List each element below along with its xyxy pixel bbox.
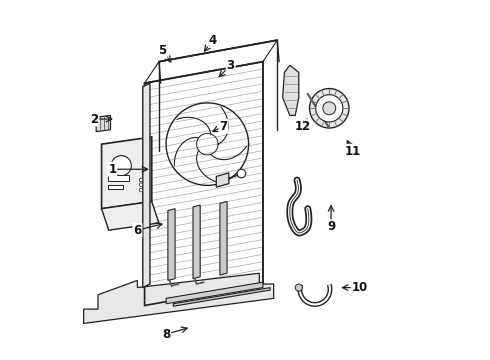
Text: 6: 6 (133, 224, 142, 237)
Text: 12: 12 (294, 120, 311, 133)
Circle shape (310, 89, 349, 128)
Polygon shape (166, 282, 263, 304)
Circle shape (237, 169, 245, 178)
Circle shape (316, 95, 343, 122)
Circle shape (111, 156, 131, 176)
Polygon shape (193, 205, 200, 279)
Text: 9: 9 (327, 220, 335, 233)
Text: 5: 5 (158, 44, 167, 57)
Text: 10: 10 (352, 281, 368, 294)
Text: 3: 3 (226, 59, 235, 72)
Polygon shape (145, 62, 263, 306)
Polygon shape (101, 202, 159, 230)
Text: 1: 1 (108, 163, 117, 176)
Text: 7: 7 (220, 120, 227, 133)
Polygon shape (216, 173, 229, 187)
Polygon shape (168, 209, 175, 280)
Circle shape (139, 188, 143, 192)
Polygon shape (173, 288, 270, 306)
Polygon shape (220, 202, 227, 275)
Polygon shape (96, 116, 111, 132)
Text: 8: 8 (162, 328, 170, 341)
Circle shape (139, 178, 143, 182)
Circle shape (323, 102, 336, 115)
Circle shape (295, 284, 302, 291)
Polygon shape (101, 137, 152, 209)
Polygon shape (143, 83, 150, 288)
Text: 11: 11 (344, 145, 361, 158)
Text: 2: 2 (90, 113, 98, 126)
FancyBboxPatch shape (108, 185, 123, 189)
Polygon shape (283, 65, 299, 116)
Circle shape (139, 183, 143, 186)
FancyBboxPatch shape (108, 175, 129, 181)
Polygon shape (84, 273, 274, 323)
Text: 4: 4 (209, 33, 217, 47)
